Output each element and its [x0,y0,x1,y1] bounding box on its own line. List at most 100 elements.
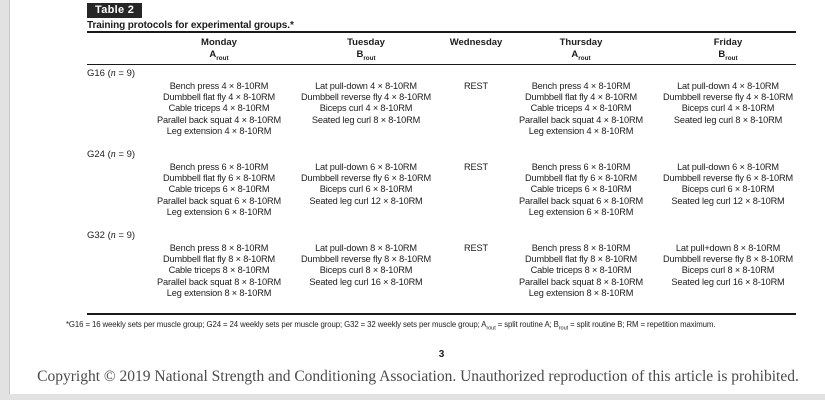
exercise-line: Lat pull-down 4 × 8-10RM [315,81,417,91]
g24-friday-exercises: Lat pull-down 6 × 8-10RM Dumbbell reverse… [663,162,793,207]
group-label-g32: G32 (n = 9) [87,231,135,241]
rule-table-bottom [87,313,796,315]
group-name: G24 ( [87,149,111,160]
routine-label-thursday: Arout [560,48,603,65]
g24-tuesday-exercises: Lat pull-down 6 × 8-10RM Dumbbell reverse… [301,162,431,207]
g24-wednesday-rest: REST [464,162,488,173]
table-header-row: Monday Arout Tuesday Brout Wednesday Thu… [87,37,796,64]
g16-thursday-exercises: Bench press 4 × 8-10RM Dumbbell flat fly … [519,81,643,137]
footnote-text: = split routine A; B [495,320,559,329]
exercise-line: Biceps curl 6 × 8-10RM [681,184,775,195]
table-caption: Training protocols for experimental grou… [87,20,294,31]
routine-letter: B [356,49,364,60]
table-footnote: *G16 = 16 weekly sets per muscle group; … [66,320,806,332]
group-name: G32 ( [87,230,111,241]
exercise-line: Parallel back squat 8 × 8-10RM [519,276,643,287]
exercise-line: Cable triceps 6 × 8-10RM [168,184,270,195]
group-label-g24: G24 (n = 9) [87,150,135,160]
exercise-line: Biceps curl 8 × 8-10RM [681,265,775,276]
exercise-line: REST [464,81,488,91]
column-header-wednesday: Wednesday [450,37,503,48]
group-n-value: = 9) [115,149,136,160]
routine-letter: A [571,49,579,60]
exercise-line: Dumbbell flat fly 8 × 8-10RM [163,254,275,265]
day-label-wednesday: Wednesday [449,37,503,48]
g24-monday-exercises: Bench press 6 × 8-10RM Dumbbell flat fly … [157,162,281,218]
exercise-line: Seated leg curl 12 × 8-10RM [309,195,423,206]
group-n-italic: n [110,68,116,79]
column-header-thursday: Thursday Arout [560,37,603,65]
day-label-friday: Friday [713,37,743,48]
g32-friday-exercises: Lat pull+down 8 × 8-10RM Dumbbell reverse… [663,243,793,288]
table-2: Table 2 Training protocols for experimen… [87,0,796,360]
day-label-tuesday: Tuesday [347,37,385,48]
column-header-friday: Friday Brout [714,37,743,65]
group-n-italic: n [110,230,116,241]
group-name: G16 ( [87,68,111,79]
rule-under-caption [87,31,796,33]
g32-tuesday-exercises: Lat pull-down 8 × 8-10RM Dumbbell reverse… [301,243,431,288]
exercise-line: Dumbbell flat fly 4 × 8-10RM [525,92,637,103]
routine-label-friday: Brout [714,48,743,65]
g32-thursday-exercises: Bench press 8 × 8-10RM Dumbbell flat fly … [519,243,643,299]
footnote-text: = split routine B; RM = repetition maxim… [568,320,716,329]
routine-subscript: rout [216,54,229,62]
exercise-line: Lat pull-down 8 × 8-10RM [315,243,417,253]
column-header-monday: Monday Arout [201,37,237,65]
exercise-line: Dumbbell flat fly 6 × 8-10RM [163,173,275,184]
day-label-thursday: Thursday [559,37,603,48]
group-n-italic: n [110,149,116,160]
group-n-value: = 9) [115,230,136,241]
exercise-line: Parallel back squat 8 × 8-10RM [157,276,281,287]
exercise-line: Biceps curl 8 × 8-10RM [319,265,413,276]
exercise-line: REST [464,162,488,172]
footnote-text: *G16 = 16 weekly sets per muscle group; … [66,320,487,329]
exercise-line: Leg extension 4 × 8-10RM [166,125,272,136]
page-number: 3 [438,349,445,360]
exercise-line: Lat pull-down 6 × 8-10RM [315,162,417,172]
routine-subscript: rout [578,54,591,62]
group-n-value: = 9) [115,68,136,79]
group-g24-days: Bench press 6 × 8-10RM Dumbbell flat fly … [87,162,796,219]
exercise-line: Seated leg curl 16 × 8-10RM [309,276,423,287]
routine-label-monday: Arout [201,48,237,65]
exercise-line: Parallel back squat 4 × 8-10RM [157,114,281,125]
footnote-subscript: rout [558,325,569,332]
copyright-line: Copyright © 2019 National Strength and C… [37,368,799,385]
exercise-line: Cable triceps 4 × 8-10RM [530,103,632,114]
routine-letter: B [718,49,726,60]
day-label-monday: Monday [201,37,237,48]
routine-subscript: rout [363,54,376,62]
g16-friday-exercises: Lat pull-down 4 × 8-10RM Dumbbell reverse… [663,81,793,126]
routine-label-tuesday: Brout [347,48,385,65]
g32-monday-exercises: Bench press 8 × 8-10RM Dumbbell flat fly … [157,243,281,299]
exercise-line: Dumbbell reverse fly 4 × 8-10RM [663,92,793,103]
exercise-line: Bench press 6 × 8-10RM [169,162,269,172]
exercise-line: Bench press 8 × 8-10RM [169,243,269,253]
exercise-line: Bench press 8 × 8-10RM [531,243,631,253]
exercise-line: Bench press 4 × 8-10RM [531,81,631,91]
exercise-line: Leg extension 6 × 8-10RM [166,206,272,217]
group-g16-days: Bench press 4 × 8-10RM Dumbbell flat fly … [87,81,796,138]
exercise-line: Seated leg curl 12 × 8-10RM [671,195,785,206]
exercise-line: Lat pull-down 4 × 8-10RM [677,81,779,91]
exercise-line: Dumbbell reverse fly 6 × 8-10RM [301,173,431,184]
exercise-line: Parallel back squat 6 × 8-10RM [519,195,643,206]
exercise-line: Dumbbell reverse fly 4 × 8-10RM [301,92,431,103]
g16-tuesday-exercises: Lat pull-down 4 × 8-10RM Dumbbell reverse… [301,81,431,126]
exercise-line: Dumbbell reverse fly 8 × 8-10RM [663,254,793,265]
exercise-line: Cable triceps 4 × 8-10RM [168,103,270,114]
exercise-line: Seated leg curl 8 × 8-10RM [673,114,783,125]
column-header-tuesday: Tuesday Brout [347,37,385,65]
exercise-line: Cable triceps 8 × 8-10RM [168,265,270,276]
exercise-line: Dumbbell flat fly 4 × 8-10RM [163,92,275,103]
exercise-line: Biceps curl 4 × 8-10RM [681,103,775,114]
document-page: Table 2 Training protocols for experimen… [9,0,825,394]
exercise-line: Lat pull+down 8 × 8-10RM [675,243,781,253]
table-number-tag: Table 2 [87,3,143,18]
exercise-line: Dumbbell flat fly 6 × 8-10RM [525,173,637,184]
g16-wednesday-rest: REST [464,81,488,92]
routine-letter: A [209,49,217,60]
exercise-line: Parallel back squat 6 × 8-10RM [157,195,281,206]
exercise-line: Cable triceps 6 × 8-10RM [530,184,632,195]
